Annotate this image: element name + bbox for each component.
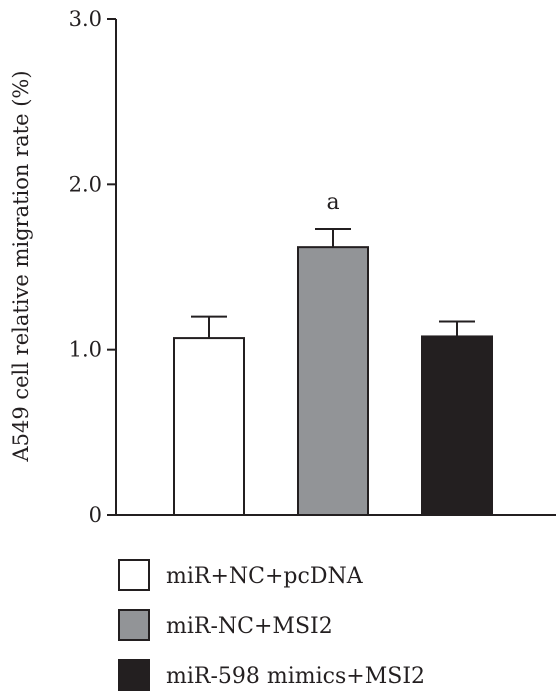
legend-label: miR+NC+pcDNA <box>166 564 364 589</box>
significance-label: a <box>326 190 339 215</box>
bar <box>173 337 245 516</box>
legend-label: miR-NC+MSI2 <box>166 614 333 639</box>
legend-swatch <box>118 609 150 641</box>
bars: a <box>173 190 493 516</box>
y-tick-label: 3.0 <box>69 7 102 31</box>
legend: miR+NC+pcDNA miR-NC+MSI2 miR-598 mimics+MS… <box>118 559 425 691</box>
legend-swatch <box>118 659 150 691</box>
y-tick-label: 0 <box>89 503 102 527</box>
bar <box>297 246 369 516</box>
y-axis: 0 1.0 2.0 3.0 <box>69 7 117 527</box>
bar <box>421 335 493 516</box>
legend-label: miR-598 mimics+MSI2 <box>166 664 425 689</box>
legend-swatch <box>118 559 150 591</box>
y-tick-label: 1.0 <box>69 338 102 362</box>
y-tick-label: 2.0 <box>69 172 102 196</box>
y-axis-label: A549 cell relative migration rate (%) <box>9 70 33 462</box>
